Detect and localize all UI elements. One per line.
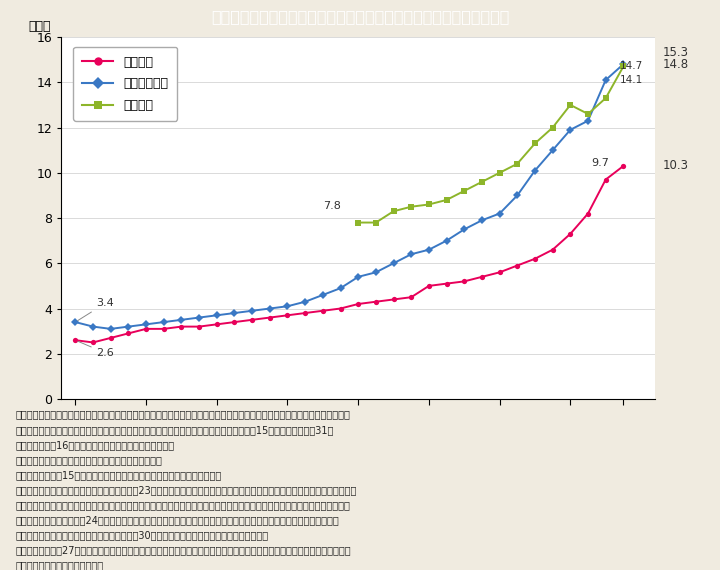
Text: ４．東日本大震災の影響により，平成23年の値には岩手県の一部（花巻市，陸前高田市，釜石市，大槌町），宮城県の: ４．東日本大震災の影響により，平成23年の値には岩手県の一部（花巻市，陸前高田市…: [16, 485, 357, 495]
Text: 3.4: 3.4: [78, 298, 114, 320]
Text: Ｉ－１－８図　地方公務員課長相当職以上に占める女性の割合の推移: Ｉ－１－８図 地方公務員課長相当職以上に占める女性の割合の推移: [211, 9, 509, 24]
Text: 一部（女川町，南三陸町），福島県の一部（南相馬市，下郷町，広野町，楢葉町，富岡町，大熊町，双葉町，浪江町，: 一部（女川町，南三陸町），福島県の一部（南相馬市，下郷町，広野町，楢葉町，富岡町…: [16, 500, 351, 510]
Text: 現在，平成16年以降は原則として各年４月１日現在。: 現在，平成16年以降は原則として各年４月１日現在。: [16, 439, 175, 450]
Text: める女性の割合を算出。: める女性の割合を算出。: [16, 560, 104, 570]
Text: 2.6: 2.6: [78, 341, 114, 358]
Text: 9.7: 9.7: [591, 158, 609, 168]
Text: 15.3: 15.3: [662, 46, 688, 59]
Text: 7.8: 7.8: [323, 201, 341, 211]
Text: ３．平成15年までは都道府県によっては警察本部を含めていない。: ３．平成15年までは都道府県によっては警察本部を含めていない。: [16, 470, 222, 480]
Text: 14.1: 14.1: [620, 75, 643, 85]
Text: ５．平成27年以降は，役職段階別に女性数及び総数を把握した結果を基に，課長相当職及び部局長・次長相当職に占: ５．平成27年以降は，役職段階別に女性数及び総数を把握した結果を基に，課長相当職…: [16, 545, 351, 555]
Text: 14.8: 14.8: [662, 58, 688, 71]
Text: （備考）１．平成５年までは厚生労働省資料，平成６年からは内閣府「地方公共団体における男女共同参画社会の形成又は女性: （備考）１．平成５年までは厚生労働省資料，平成６年からは内閣府「地方公共団体にお…: [16, 410, 351, 420]
Legend: 都道府県, 政令指定都市, 市区町村: 都道府県, 政令指定都市, 市区町村: [73, 47, 177, 121]
Text: 飯館村）が，平成24年の値には福島県の一部（川内村，葛尾村，飯館村）がそれぞれ含まれていない。また，北: 飯館村）が，平成24年の値には福島県の一部（川内村，葛尾村，飯館村）がそれぞれ含…: [16, 515, 340, 525]
Text: 海道胆振東部地震の影響により，平成30年の値には北海道厚真町が含まれていない。: 海道胆振東部地震の影響により，平成30年の値には北海道厚真町が含まれていない。: [16, 530, 269, 540]
Text: に関する施策の推進状況」より作成。平成５年までは各年６月１日現在，平成６年から15年までは各年３月31日: に関する施策の推進状況」より作成。平成５年までは各年６月１日現在，平成６年から1…: [16, 425, 334, 435]
Text: （％）: （％）: [29, 21, 51, 34]
Text: 10.3: 10.3: [662, 160, 688, 173]
Text: ２．市区町村の値には，政令指定都市を含む。: ２．市区町村の値には，政令指定都市を含む。: [16, 455, 163, 465]
Text: 14.7: 14.7: [620, 62, 643, 71]
